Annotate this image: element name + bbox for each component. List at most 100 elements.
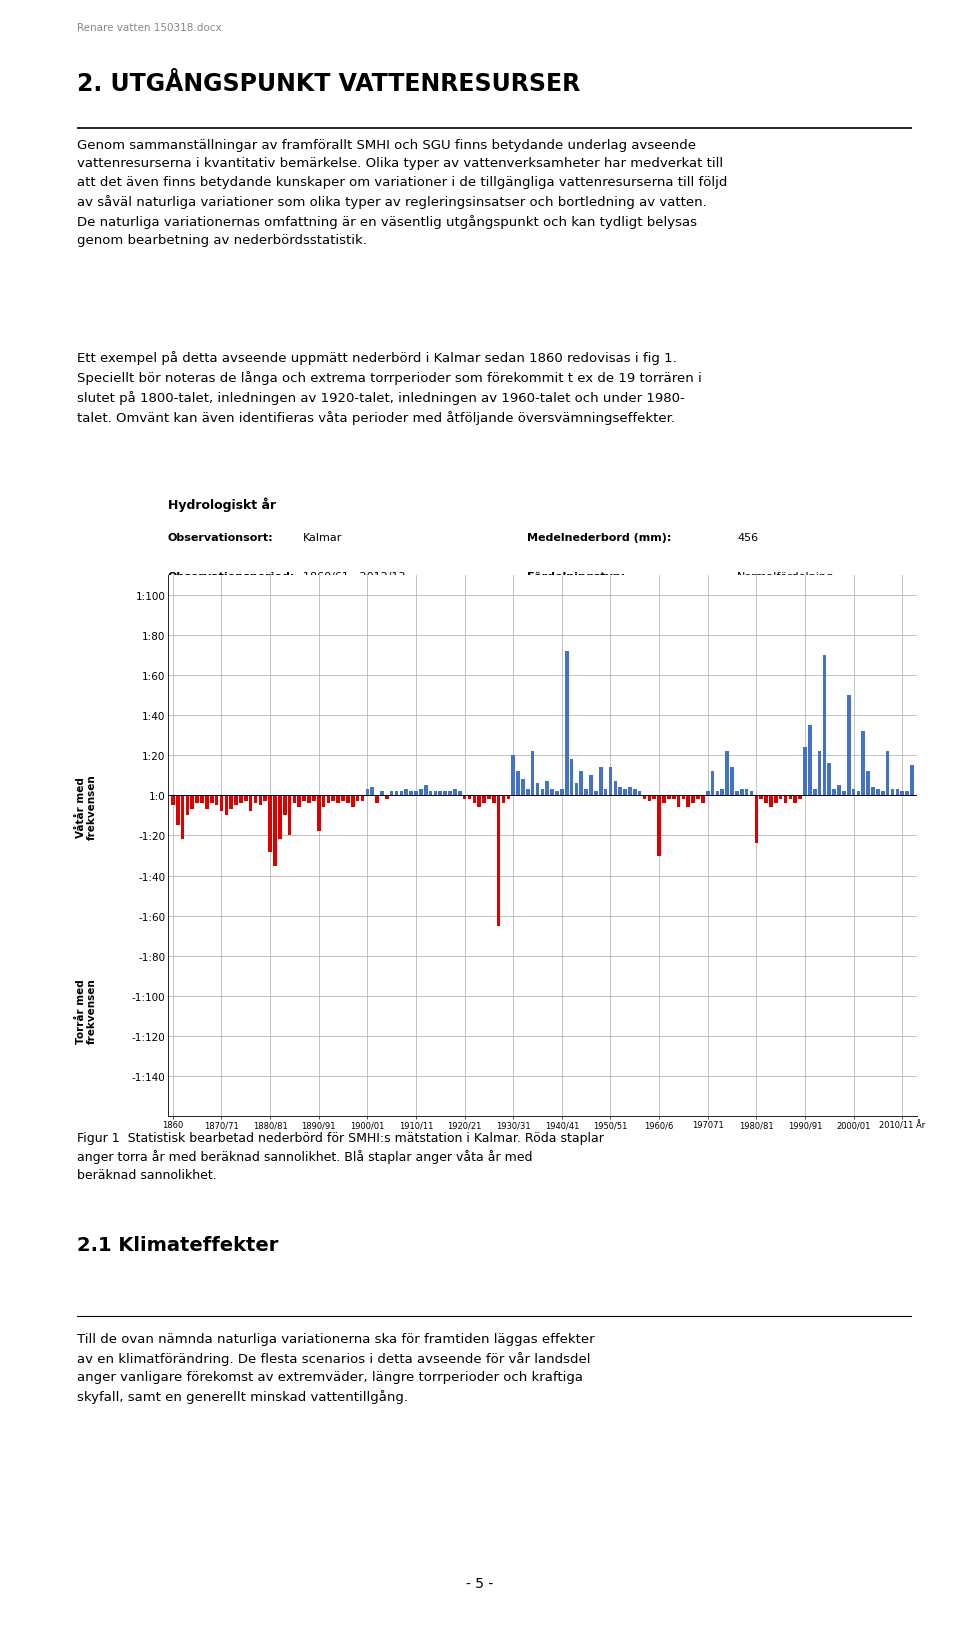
- Bar: [439, 792, 443, 795]
- Bar: [604, 791, 608, 795]
- Bar: [783, 795, 787, 804]
- Bar: [220, 795, 224, 812]
- Bar: [759, 795, 763, 800]
- Bar: [234, 795, 238, 805]
- Bar: [896, 791, 900, 795]
- Bar: [555, 792, 559, 795]
- Bar: [613, 782, 617, 795]
- Bar: [886, 751, 890, 795]
- Bar: [618, 787, 622, 795]
- Bar: [721, 791, 724, 795]
- Bar: [662, 795, 666, 804]
- Bar: [804, 748, 806, 795]
- Bar: [872, 787, 875, 795]
- Bar: [258, 795, 262, 805]
- Bar: [210, 795, 213, 804]
- Bar: [866, 773, 870, 795]
- Bar: [492, 795, 495, 804]
- Bar: [745, 791, 749, 795]
- Bar: [779, 795, 782, 800]
- Bar: [799, 795, 802, 800]
- Bar: [905, 792, 909, 795]
- Bar: [658, 795, 660, 856]
- Text: Till de ovan nämnda naturliga variationerna ska för framtiden läggas effekter
av: Till de ovan nämnda naturliga variatione…: [77, 1332, 594, 1403]
- Bar: [852, 791, 855, 795]
- Bar: [521, 779, 525, 795]
- Bar: [244, 795, 248, 802]
- Bar: [715, 792, 719, 795]
- Bar: [399, 792, 403, 795]
- Bar: [361, 795, 364, 802]
- Bar: [856, 792, 860, 795]
- Bar: [696, 795, 700, 800]
- Bar: [633, 791, 636, 795]
- Text: Normalfördelning: Normalfördelning: [737, 572, 834, 582]
- Bar: [609, 768, 612, 795]
- Bar: [642, 795, 646, 800]
- Bar: [564, 652, 568, 795]
- Bar: [268, 795, 272, 852]
- Bar: [322, 795, 325, 808]
- Bar: [390, 792, 394, 795]
- Bar: [458, 792, 462, 795]
- Bar: [686, 795, 690, 808]
- Bar: [774, 795, 778, 804]
- Bar: [253, 795, 257, 804]
- Bar: [531, 751, 535, 795]
- Bar: [298, 795, 301, 808]
- Bar: [293, 795, 297, 804]
- Bar: [317, 795, 321, 831]
- Bar: [847, 696, 851, 795]
- Bar: [536, 784, 540, 795]
- Bar: [891, 791, 895, 795]
- Bar: [710, 773, 714, 795]
- Bar: [637, 792, 641, 795]
- Bar: [249, 795, 252, 812]
- Text: - 5 -: - 5 -: [467, 1576, 493, 1589]
- Bar: [463, 795, 467, 800]
- Bar: [482, 795, 486, 804]
- Bar: [366, 791, 370, 795]
- Bar: [832, 791, 836, 795]
- Bar: [375, 795, 379, 804]
- Bar: [185, 795, 189, 817]
- Bar: [424, 786, 427, 795]
- Bar: [706, 792, 709, 795]
- Bar: [516, 773, 520, 795]
- Bar: [545, 782, 549, 795]
- Bar: [769, 795, 773, 808]
- Bar: [385, 795, 389, 800]
- Bar: [828, 764, 831, 795]
- Bar: [468, 795, 471, 800]
- Bar: [307, 795, 311, 804]
- Bar: [540, 791, 544, 795]
- Bar: [444, 792, 447, 795]
- Bar: [808, 725, 811, 795]
- Bar: [672, 795, 676, 800]
- Bar: [560, 791, 564, 795]
- Bar: [419, 791, 422, 795]
- Bar: [472, 795, 476, 804]
- Bar: [434, 792, 437, 795]
- Text: Observationsort:: Observationsort:: [168, 533, 274, 543]
- Bar: [842, 792, 846, 795]
- Bar: [813, 791, 817, 795]
- Bar: [347, 795, 349, 804]
- Bar: [837, 786, 841, 795]
- Bar: [788, 795, 792, 800]
- Bar: [667, 795, 671, 800]
- Bar: [594, 792, 598, 795]
- Bar: [229, 795, 233, 810]
- Bar: [448, 792, 452, 795]
- Bar: [507, 795, 510, 800]
- Bar: [190, 795, 194, 810]
- Bar: [677, 795, 681, 808]
- Bar: [881, 792, 884, 795]
- Bar: [599, 768, 603, 795]
- Bar: [861, 732, 865, 795]
- Bar: [526, 791, 530, 795]
- Bar: [380, 792, 384, 795]
- Bar: [395, 792, 398, 795]
- Bar: [180, 795, 184, 839]
- Bar: [263, 795, 267, 802]
